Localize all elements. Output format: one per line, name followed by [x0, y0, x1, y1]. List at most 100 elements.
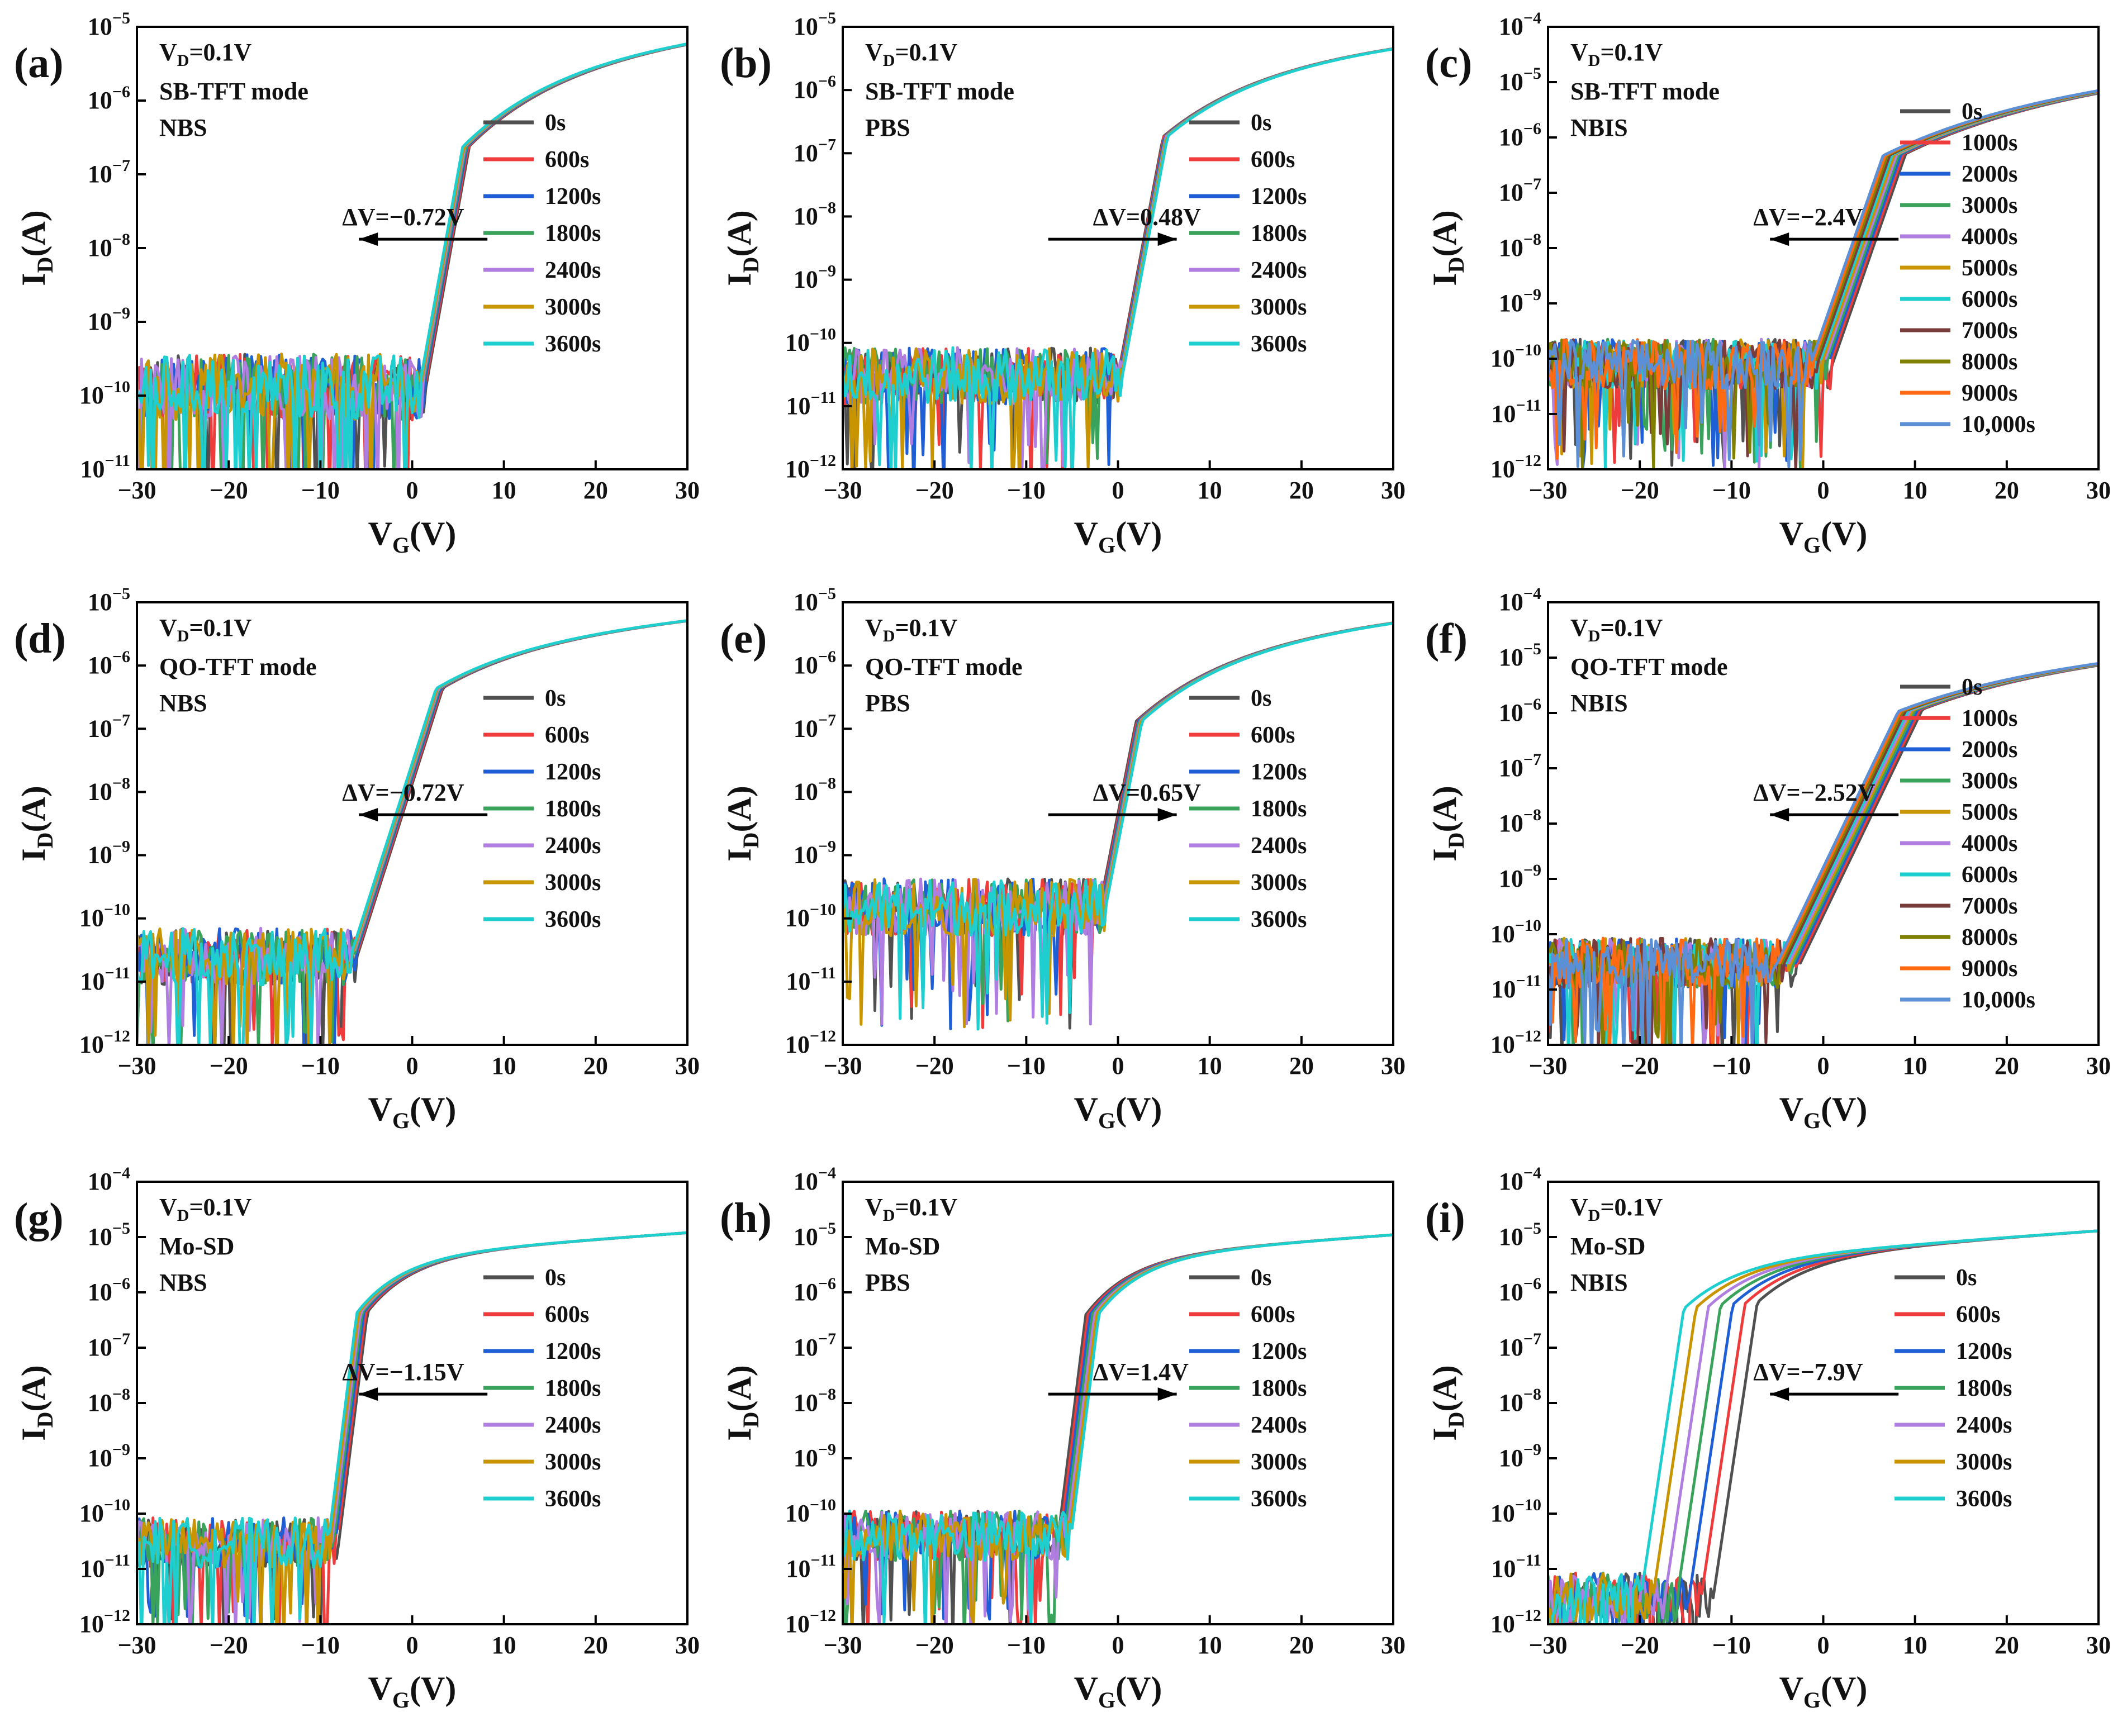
- legend: 0s 600s 1200s 1800s 2400s 3000s 3600s: [1895, 1265, 2012, 1512]
- y-tick-label: 10−9: [1499, 1440, 1541, 1472]
- panel-label: (h): [720, 1195, 772, 1242]
- legend-entry: 9000s: [1962, 381, 2017, 406]
- legend-entry: 8000s: [1962, 925, 2017, 950]
- x-tick-label: 0: [406, 1052, 419, 1079]
- shift-annotation: ΔV=−2.4V: [1753, 203, 1863, 231]
- panel-label: (b): [720, 40, 772, 87]
- info-vd: VD=0.1V: [159, 1193, 252, 1225]
- x-tick-label: −10: [301, 1052, 340, 1079]
- x-tick-label: 30: [675, 477, 700, 504]
- y-tick-label: 10−4: [88, 1164, 130, 1195]
- x-tick-label: −30: [117, 1052, 156, 1079]
- legend-entry: 0s: [545, 686, 566, 711]
- legend-entry: 3600s: [545, 907, 601, 933]
- x-axis-title: VG(V): [368, 515, 457, 558]
- y-tick-label: 10−5: [88, 9, 130, 40]
- legend-entry: 10,000s: [1962, 987, 2035, 1013]
- info-line2: SB-TFT mode: [865, 78, 1014, 105]
- y-tick-label: 10−8: [88, 1385, 130, 1416]
- y-tick-label: 10−5: [88, 1219, 130, 1250]
- x-tick-label: −10: [1712, 1632, 1751, 1659]
- y-axis-title: ID(A): [721, 1365, 763, 1441]
- info-line2: Mo-SD: [1570, 1233, 1645, 1260]
- legend-entry: 3000s: [1251, 1449, 1307, 1475]
- shift-annotation: ΔV=1.4V: [1093, 1358, 1189, 1386]
- y-tick-label: 10−9: [88, 304, 130, 335]
- series-line-5: [843, 47, 1393, 469]
- y-tick-label: 10−9: [88, 838, 130, 869]
- y-tick-label: 10−10: [1490, 916, 1541, 948]
- y-tick-label: 10−9: [88, 1440, 130, 1472]
- legend-entry: 3000s: [545, 1449, 601, 1475]
- shift-annotation: ΔV=−1.15V: [342, 1358, 464, 1386]
- x-tick-label: 10: [1198, 477, 1222, 504]
- chart-panel-i: −30 −20 −10 0 10 20 3010−1210−1110−1010−910−81…: [1425, 1164, 2111, 1713]
- legend-entry: 7000s: [1962, 318, 2017, 344]
- legend-entry: 0s: [545, 1265, 566, 1291]
- x-tick-label: −20: [915, 1632, 954, 1659]
- y-tick-label: 10−10: [785, 1496, 836, 1527]
- x-tick-label: 30: [2086, 477, 2111, 504]
- info-line2: SB-TFT mode: [159, 78, 308, 105]
- x-tick-label: −30: [117, 477, 156, 504]
- y-axis-title: ID(A): [721, 786, 763, 862]
- y-tick-label: 10−7: [88, 711, 130, 742]
- y-tick-label: 10−6: [794, 648, 836, 679]
- info-line2: QO-TFT mode: [159, 653, 317, 681]
- arrow-head: [1770, 1387, 1789, 1401]
- x-tick-label: −10: [1007, 477, 1046, 504]
- x-tick-label: −20: [210, 477, 248, 504]
- x-tick-label: −10: [1712, 1052, 1751, 1079]
- info-line3: PBS: [865, 689, 910, 717]
- series-line-6: [137, 42, 687, 469]
- y-tick-label: 10−8: [1499, 1385, 1541, 1416]
- legend-entry: 5000s: [1962, 800, 2017, 825]
- x-tick-label: 10: [1198, 1052, 1222, 1079]
- x-tick-label: 30: [1381, 1632, 1406, 1659]
- y-tick-label: 10−10: [79, 378, 130, 409]
- info-vd: VD=0.1V: [1570, 39, 1663, 70]
- y-tick-label: 10−11: [80, 1551, 130, 1582]
- y-tick-label: 10−6: [88, 648, 130, 679]
- curves: [843, 1233, 1393, 1624]
- y-tick-label: 10−6: [794, 1274, 836, 1306]
- x-tick-label: 20: [583, 477, 608, 504]
- arrow-head: [1157, 808, 1177, 822]
- x-tick-label: −30: [823, 1632, 862, 1659]
- x-tick-label: 30: [2086, 1052, 2111, 1079]
- legend-entry: 600s: [545, 1302, 589, 1328]
- y-tick-label: 10−11: [1492, 1551, 1541, 1582]
- legend-entry: 0s: [1251, 686, 1271, 711]
- x-tick-label: −30: [1528, 477, 1567, 504]
- x-axis-title: VG(V): [1074, 515, 1162, 558]
- panel-label: (f): [1425, 615, 1468, 662]
- panel-label: (a): [14, 40, 64, 87]
- x-tick-label: 10: [1903, 1052, 1927, 1079]
- legend-entry: 1200s: [1251, 759, 1307, 785]
- x-tick-label: 10: [1903, 477, 1927, 504]
- info-vd: VD=0.1V: [1570, 614, 1663, 645]
- legend-entry: 600s: [1956, 1302, 2000, 1328]
- y-tick-label: 10−4: [1499, 9, 1541, 40]
- x-tick-label: 20: [1995, 1632, 2019, 1659]
- x-tick-label: 0: [406, 1632, 419, 1659]
- y-axis-title: ID(A): [15, 786, 58, 862]
- y-tick-label: 10−8: [794, 774, 836, 805]
- x-tick-label: 30: [1381, 1052, 1406, 1079]
- arrow-head: [1770, 808, 1789, 822]
- y-tick-label: 10−10: [79, 901, 130, 932]
- legend-entry: 3000s: [1962, 193, 2017, 218]
- y-tick-label: 10−5: [794, 584, 836, 616]
- y-tick-label: 10−5: [88, 584, 130, 616]
- x-tick-label: −10: [301, 477, 340, 504]
- series-line-4: [843, 47, 1393, 469]
- shift-annotation: ΔV=−7.9V: [1753, 1358, 1863, 1386]
- x-tick-label: 0: [1817, 1052, 1830, 1079]
- info-vd: VD=0.1V: [865, 614, 958, 645]
- y-tick-label: 10−11: [1492, 972, 1541, 1003]
- legend-entry: 0s: [545, 110, 566, 136]
- legend-entry: 6000s: [1962, 862, 2017, 888]
- curves: [1548, 1229, 2098, 1624]
- y-tick-label: 10−9: [794, 262, 836, 293]
- y-tick-label: 10−9: [1499, 861, 1541, 892]
